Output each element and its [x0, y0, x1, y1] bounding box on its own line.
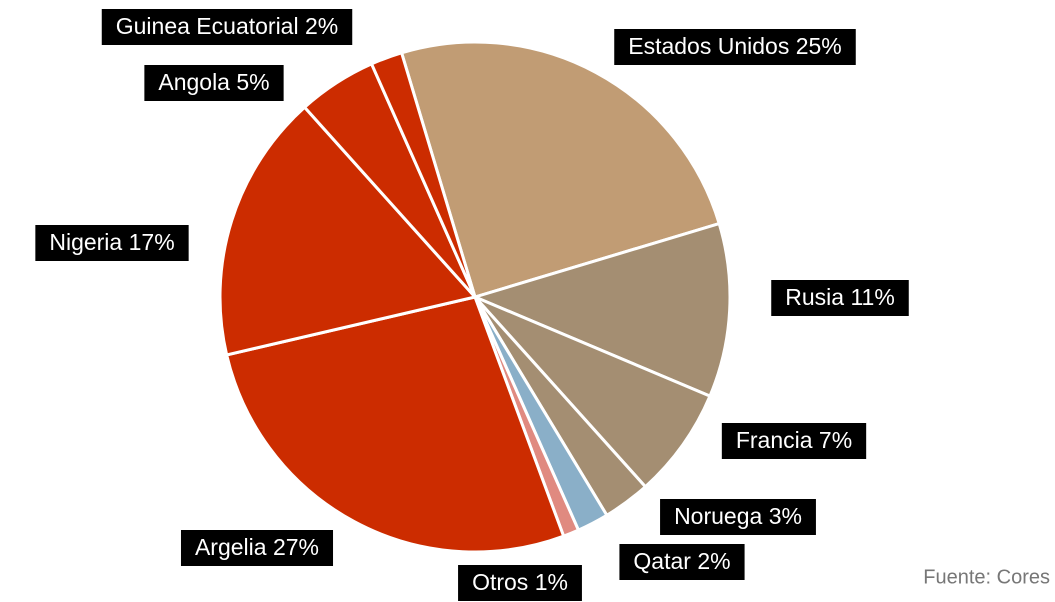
label-text: Angola 5%: [158, 69, 269, 95]
value-label: 5%: [236, 69, 269, 95]
category-name: Guinea Ecuatorial: [116, 13, 299, 39]
slice-label: Rusia 11%: [771, 280, 909, 316]
label-text: Argelia 27%: [195, 534, 319, 560]
label-box: [144, 65, 284, 101]
label-text: Otros 1%: [472, 569, 568, 595]
label-box: [180, 530, 334, 566]
label-text: Guinea Ecuatorial 2%: [116, 13, 338, 39]
slice-label: Nigeria 17%: [35, 225, 189, 261]
category-name: Angola: [158, 69, 230, 95]
label-box: [458, 565, 582, 601]
value-label: 3%: [769, 503, 802, 529]
category-name: Francia: [736, 427, 813, 453]
label-text: Rusia 11%: [785, 284, 895, 310]
label-box: [101, 9, 353, 45]
pie-slice: [473, 295, 712, 489]
label-text: Estados Unidos 25%: [628, 33, 842, 59]
value-label: 2%: [697, 548, 730, 574]
slice-label: Guinea Ecuatorial 2%: [101, 9, 353, 45]
label-box: [35, 225, 189, 261]
value-label: 17%: [129, 229, 175, 255]
label-box: [721, 423, 867, 459]
pie-slice: [369, 50, 477, 298]
label-text: Francia 7%: [736, 427, 852, 453]
label-text: Nigeria 17%: [49, 229, 174, 255]
slice-label: Noruega 3%: [660, 499, 816, 535]
label-box: [660, 499, 816, 535]
pie-slice: [470, 221, 732, 399]
label-text: Qatar 2%: [633, 548, 730, 574]
slice-label: Francia 7%: [721, 423, 867, 459]
value-label: 2%: [305, 13, 338, 39]
value-label: 27%: [273, 534, 319, 560]
value-label: 1%: [535, 569, 568, 595]
category-name: Rusia: [785, 284, 844, 310]
label-text: Noruega 3%: [674, 503, 802, 529]
category-name: Otros: [472, 569, 528, 595]
label-box: [614, 29, 856, 65]
pie-slice: [399, 40, 722, 299]
source: Fuente: Cores: [923, 566, 1050, 588]
label-box: [771, 280, 909, 316]
pie-slice: [218, 105, 478, 357]
value-label: 11%: [850, 284, 894, 310]
value-label: 25%: [796, 33, 842, 59]
slice-label: Angola 5%: [144, 65, 284, 101]
category-name: Nigeria: [49, 229, 122, 255]
category-name: Argelia: [195, 534, 267, 560]
value-label: 7%: [819, 427, 852, 453]
slice-label: Estados Unidos 25%: [614, 29, 856, 65]
category-name: Estados Unidos: [628, 33, 789, 59]
category-name: Noruega: [674, 503, 762, 529]
slice-label: Qatar 2%: [619, 544, 745, 580]
label-box: [619, 544, 745, 580]
slice-label: Otros 1%: [458, 565, 582, 601]
pie-slice: [224, 295, 566, 554]
category-name: Qatar: [633, 548, 691, 574]
slice-label: Argelia 27%: [180, 530, 334, 566]
